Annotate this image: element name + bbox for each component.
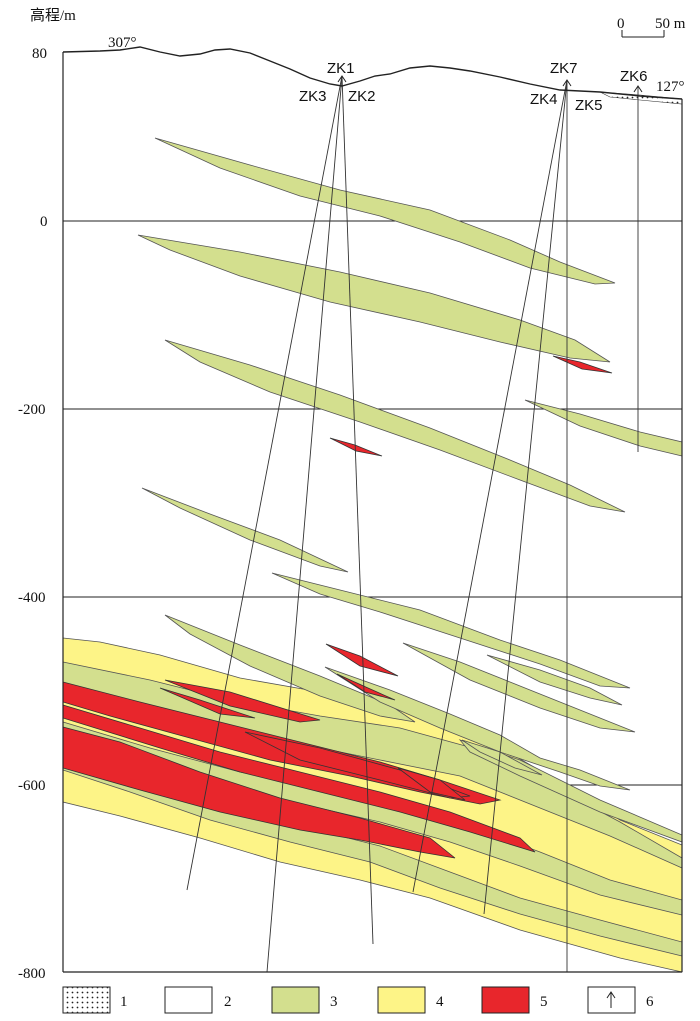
scale-bar-end: 50 m <box>655 16 686 32</box>
red-lens-upper-1 <box>552 355 613 374</box>
green-lens-h <box>402 642 636 733</box>
legend-label-5: 5 <box>540 994 548 1010</box>
tick-0: 0 <box>40 214 48 230</box>
legend-label-1: 1 <box>120 994 128 1010</box>
y-tick-labels: 80 0 -200 -400 -600 -800 <box>18 46 48 982</box>
azimuth-left: 307° <box>108 35 137 51</box>
label-zk4: ZK4 <box>530 91 558 108</box>
red-band-3 <box>62 704 536 853</box>
green-lens-a <box>154 137 616 285</box>
legend-label-6: 6 <box>646 994 654 1010</box>
green-lens-b <box>137 234 611 363</box>
red-lens-upper-4 <box>336 673 396 701</box>
axis-unit-label: 高程/m <box>30 7 76 24</box>
red-lens-upper-2 <box>329 437 383 457</box>
frame <box>62 52 683 973</box>
scale-bar: 0 50 m <box>617 16 686 38</box>
label-zk6: ZK6 <box>620 68 648 85</box>
red-lens-4 <box>397 767 466 801</box>
label-zk3: ZK3 <box>299 88 327 105</box>
label-zk7: ZK7 <box>550 60 578 77</box>
legend-swatch-3 <box>271 986 320 1014</box>
legend-label-3: 3 <box>330 994 338 1010</box>
red-lens-upper-3 <box>325 643 399 677</box>
green-lens-e <box>141 487 349 573</box>
red-lens-2 <box>159 687 256 719</box>
tick-neg400: -400 <box>18 590 46 606</box>
green-lens-c <box>164 339 626 513</box>
legend-label-4: 4 <box>436 994 444 1010</box>
tick-neg800: -800 <box>18 966 46 982</box>
green-lens-j <box>324 666 631 791</box>
borehole-arrows <box>337 75 643 93</box>
tick-80: 80 <box>32 46 47 62</box>
topography-line <box>62 46 683 100</box>
red-band-main <box>62 726 456 859</box>
label-zk5: ZK5 <box>575 97 603 114</box>
green-lens-d <box>524 399 683 457</box>
legend-swatch-5 <box>481 986 530 1014</box>
green-lens-f <box>271 572 631 689</box>
green-lens-i <box>486 654 623 706</box>
azimuth-right: 127° <box>656 79 685 95</box>
tick-neg600: -600 <box>18 778 46 794</box>
legend-swatch-2 <box>164 986 213 1014</box>
borehole-lines <box>186 75 639 973</box>
label-zk1: ZK1 <box>327 60 355 77</box>
legend-swatch-4 <box>377 986 426 1014</box>
tick-neg200: -200 <box>18 402 46 418</box>
red-lens-1 <box>164 679 321 723</box>
legend: 1 2 3 4 5 6 <box>62 986 654 1014</box>
legend-arrow-icon <box>606 991 616 1008</box>
green-lens-g <box>164 614 416 723</box>
scale-bar-start: 0 <box>617 16 625 32</box>
borehole-labels: ZK1 ZK3 ZK2 ZK7 ZK4 ZK5 ZK6 <box>299 60 648 114</box>
green-lens-k <box>461 739 543 776</box>
legend-swatch-1 <box>62 986 111 1014</box>
legend-label-2: 2 <box>224 994 232 1010</box>
label-zk2: ZK2 <box>348 88 376 105</box>
